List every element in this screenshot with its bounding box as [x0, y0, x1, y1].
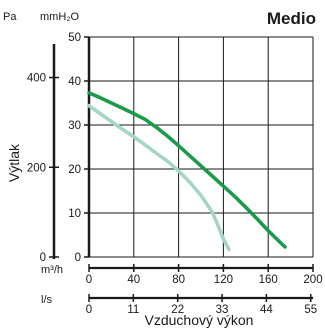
y-unit-outer: Pa [3, 11, 17, 23]
y-inner-tick-label: 20 [68, 164, 81, 176]
x-unit-secondary: l/s [41, 294, 53, 306]
x-secondary-tick-label: 55 [304, 304, 317, 316]
x-primary-tick-label: 40 [127, 274, 140, 286]
x-primary-tick-label: 80 [172, 274, 185, 286]
y-inner-tick-label: 10 [68, 208, 81, 220]
series-group [87, 91, 287, 252]
y-inner-tick-label: 40 [68, 76, 81, 88]
x-primary-tick-label: 0 [86, 274, 92, 286]
y-inner-tick-label: 30 [68, 120, 81, 132]
x-secondary-tick-label: 22 [171, 304, 184, 316]
y-outer-tick-label: 200 [27, 162, 46, 174]
axes [49, 36, 314, 302]
series-line-2 [87, 103, 231, 252]
series-line-1 [87, 91, 287, 249]
x-axis-label: Vzduchový výkon [145, 312, 254, 328]
x-primary-tick-label: 120 [214, 274, 233, 286]
x-secondary-tick-label: 11 [127, 304, 139, 316]
x-secondary-tick-label: 0 [86, 304, 92, 316]
y-inner-tick-label: 0 [75, 252, 81, 264]
x-unit-primary: m³/h [41, 264, 63, 276]
y-outer-tick-label: 400 [27, 73, 46, 85]
x-secondary-tick-label: 33 [216, 304, 229, 316]
y-inner-tick-label: 50 [68, 32, 81, 44]
x-secondary-tick-label: 44 [260, 304, 273, 316]
tick-labels: 0 10 20 30 40 50 0 200 400 0 40 80 120 160 200 0 11 22 33 4… [27, 32, 323, 316]
y-outer-tick-label: 0 [40, 252, 46, 264]
x-primary-tick-label: 200 [303, 274, 322, 286]
grid [88, 36, 314, 258]
y-unit-inner: mmH₂O [40, 11, 80, 23]
chart-title: Medio [267, 9, 316, 28]
x-primary-tick-label: 160 [259, 274, 278, 286]
y-axis-label: Výtlak [6, 143, 22, 182]
